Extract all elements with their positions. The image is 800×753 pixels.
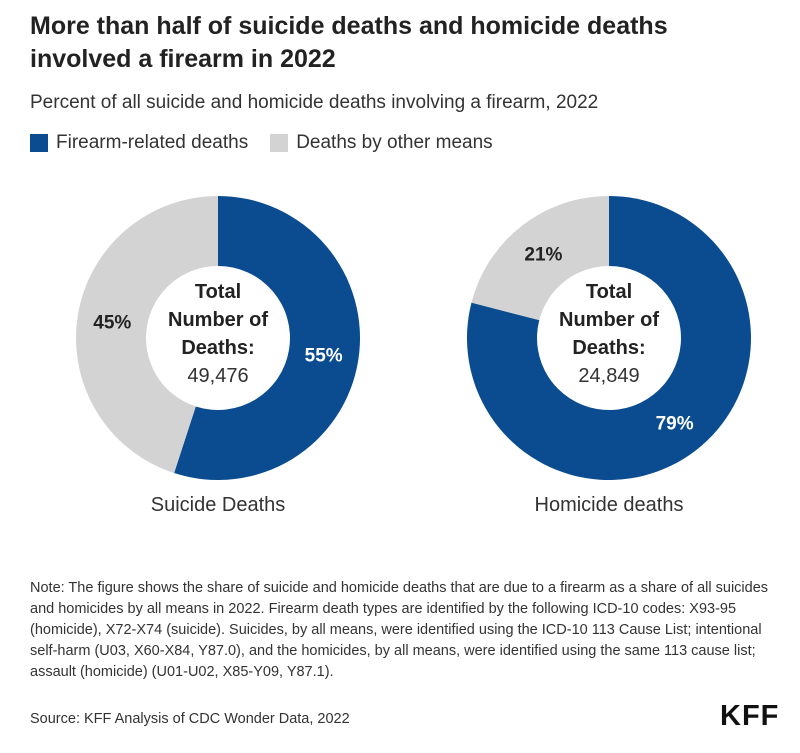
legend-label-firearm: Firearm-related deaths xyxy=(56,132,249,153)
legend-item-other: Deaths by other means xyxy=(270,132,493,154)
center-line-suicide-deaths-2: Number of xyxy=(168,309,268,331)
slice-suicide-deaths-deaths-by-other-means xyxy=(76,196,218,474)
chart-subtitle: Percent of all suicide and homicide deat… xyxy=(30,92,599,113)
chart-label-suicide-deaths: Suicide Deaths xyxy=(151,494,286,516)
center-line-homicide-deaths-1: Total xyxy=(586,281,632,303)
legend-swatch-other xyxy=(270,134,289,152)
slice-homicide-deaths-deaths-by-other-means xyxy=(471,196,609,321)
center-line-suicide-deaths-1: Total xyxy=(195,281,241,303)
slice-label-homicide-deaths-firearm-related-deaths: 79% xyxy=(656,414,694,435)
chart-title: More than half of suicide deaths and hom… xyxy=(30,12,668,73)
slice-label-suicide-deaths-deaths-by-other-means: 45% xyxy=(93,312,131,333)
chart-label-homicide-deaths: Homicide deaths xyxy=(535,494,684,516)
legend-item-firearm: Firearm-related deaths xyxy=(30,132,248,154)
kff-logo: KFF xyxy=(720,700,780,732)
source-text: Source: KFF Analysis of CDC Wonder Data,… xyxy=(30,711,350,727)
center-value-suicide-deaths: 49,476 xyxy=(187,365,248,387)
slice-label-homicide-deaths-deaths-by-other-means: 21% xyxy=(524,244,562,265)
center-value-homicide-deaths: 24,849 xyxy=(578,365,639,387)
donut-charts: 55% 45% Total Number of Deaths: 49,476 Suicide… xyxy=(76,196,752,516)
center-line-homicide-deaths-2: Number of xyxy=(559,309,659,331)
legend-label-other: Deaths by other means xyxy=(296,132,493,153)
legend: Firearm-related deaths Deaths by other m… xyxy=(30,132,515,154)
footnote: Note: The figure shows the share of suic… xyxy=(30,580,769,680)
slice-suicide-deaths-firearm-related-deaths xyxy=(174,196,360,480)
slice-label-suicide-deaths-firearm-related-deaths: 55% xyxy=(305,346,343,367)
center-line-homicide-deaths-3: Deaths: xyxy=(572,337,645,359)
slice-homicide-deaths-firearm-related-deaths xyxy=(467,196,752,480)
center-line-suicide-deaths-3: Deaths: xyxy=(181,337,254,359)
legend-swatch-firearm xyxy=(30,134,48,152)
